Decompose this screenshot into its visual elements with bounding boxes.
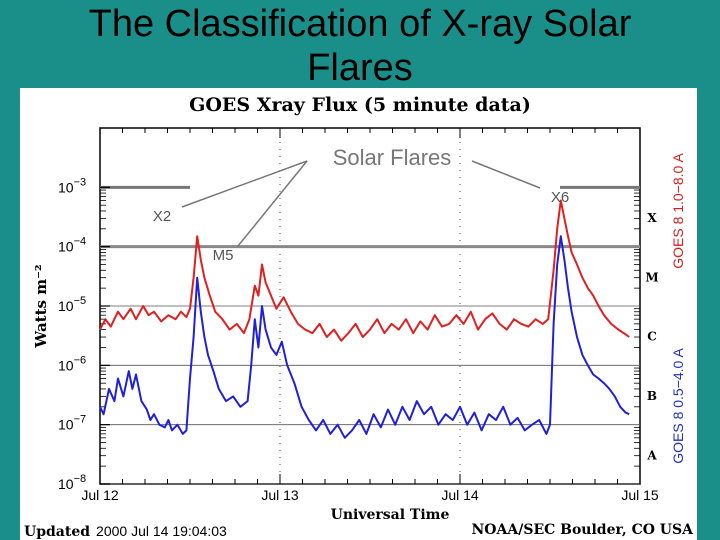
flare-class-label: M (645, 270, 658, 284)
annotation-leader-line (471, 160, 541, 189)
annotation-leader-line (181, 160, 308, 208)
y-tick-label-exponent: −4 (74, 236, 87, 248)
flux-chart: GOES Xray Flux (5 minute data) 10−310−41… (24, 94, 695, 540)
footer-updated-label: Updated (24, 524, 90, 540)
y-tick-label: 10−8 (58, 473, 86, 492)
y-tick-label: 10−7 (58, 414, 86, 433)
y-tick-label: 10−6 (58, 354, 86, 373)
x-tick-label: Jul 13 (261, 487, 299, 503)
y-tick-label-exponent: −8 (74, 473, 87, 485)
footer-source: NOAA/SEC Boulder, CO USA (472, 522, 695, 538)
flare-class-label: A (646, 448, 657, 462)
y-tick-label-base: 10 (58, 476, 74, 492)
footer-updated: Updated 2000 Jul 14 19:04:03 (24, 523, 227, 540)
annotation-heading: Solar Flares (333, 145, 452, 170)
y-tick-label-exponent: −7 (74, 414, 87, 426)
x-tick-label: Jul 14 (441, 487, 479, 503)
y-tick-label-exponent: −3 (74, 176, 87, 188)
flare-class-label: B (647, 389, 657, 403)
flare-class-label: X (647, 211, 657, 225)
y-tick-label: 10−5 (58, 295, 86, 314)
series-lines (99, 199, 630, 439)
y-tick-label-base: 10 (58, 298, 74, 314)
y-tick-label-base: 10 (58, 417, 74, 433)
y-tick-label: 10−3 (58, 176, 86, 195)
flare-annotations: Solar Flares X2 M5 X6 (153, 145, 569, 264)
series-line-short (99, 235, 630, 439)
right-label-long: GOES 8 1.0−8.0 A (670, 153, 686, 269)
y-tick-label-base: 10 (58, 357, 74, 373)
series-line-long (99, 199, 630, 342)
flare-label-x6: X6 (551, 189, 569, 206)
y-tick-label-base: 10 (58, 239, 74, 255)
annotation-leader-line (237, 160, 308, 247)
y-tick-label-base: 10 (58, 179, 74, 195)
y-tick-label-exponent: −6 (74, 354, 87, 366)
class-threshold-lines (100, 185, 640, 249)
y-axis-label: Watts m⁻² (32, 264, 50, 348)
x-tick-label: Jul 12 (81, 487, 119, 503)
y-tick-label-exponent: −5 (74, 295, 87, 307)
axis-ticks (99, 128, 641, 485)
chart-panel: GOES Xray Flux (5 minute data) 10−3 10−4 1… (20, 88, 697, 540)
x-axis-label: Universal Time (331, 507, 450, 523)
x-tick-label: Jul 15 (621, 487, 659, 503)
flare-class-label: C (647, 330, 657, 344)
y-tick-label: 10−4 (58, 236, 86, 255)
flare-label-m5: M5 (213, 247, 234, 264)
chart-title: GOES Xray Flux (5 minute data) (189, 94, 531, 116)
right-label-short: GOES 8 0.5−4.0 A (670, 348, 686, 464)
flare-label-x2: X2 (153, 208, 171, 225)
slide-title: The Classification of X-ray Solar Flares (88, 3, 632, 89)
footer-updated-value: 2000 Jul 14 19:04:03 (96, 523, 227, 539)
